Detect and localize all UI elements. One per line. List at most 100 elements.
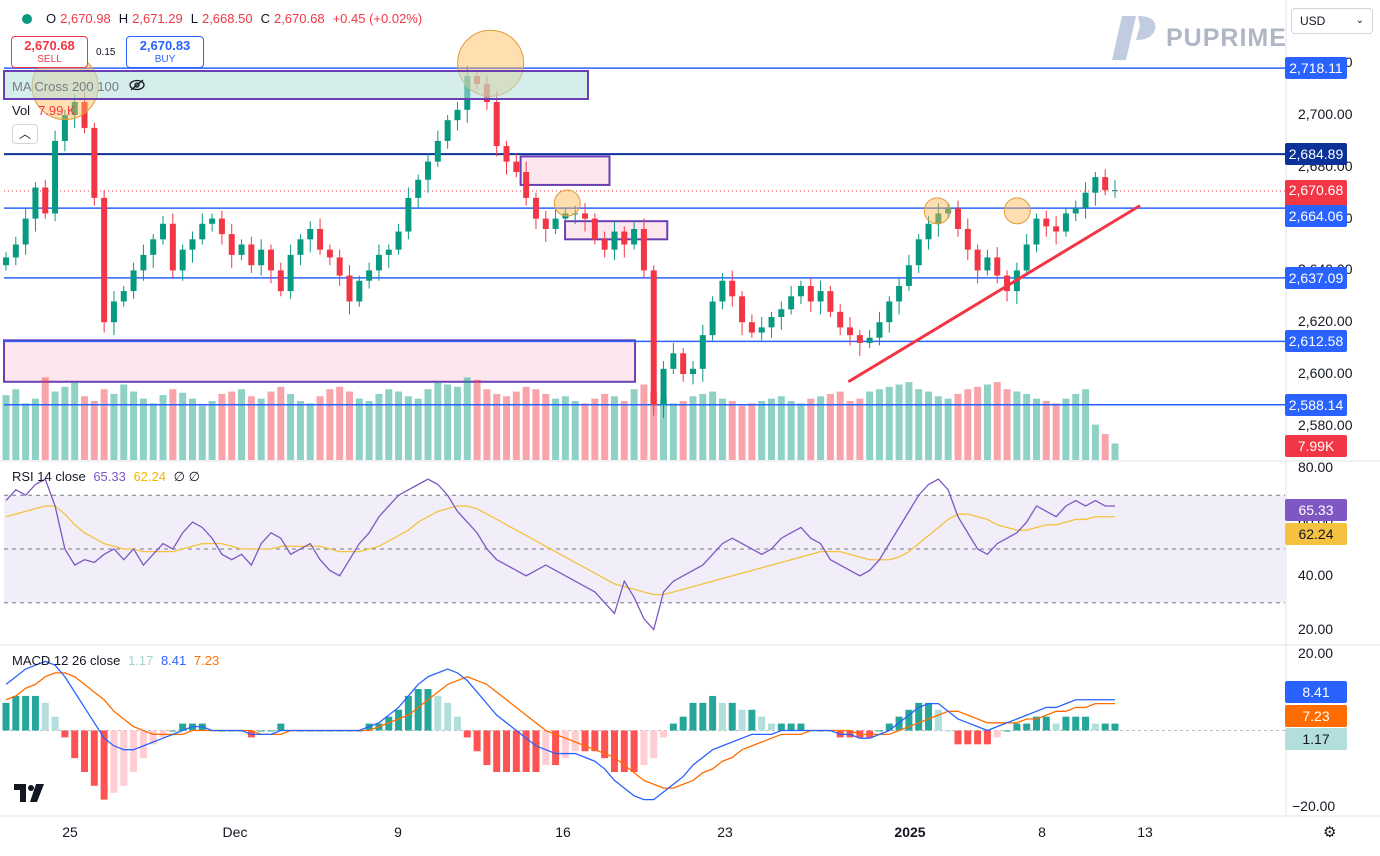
tradingview-logo-icon[interactable] <box>14 784 46 807</box>
macd-histogram-bar <box>885 723 893 731</box>
price-tag-value: 2,684.89 <box>1288 146 1344 163</box>
macd-histogram-bar <box>110 730 118 793</box>
macd-hist-value: 1.17 <box>128 653 154 668</box>
volume-bar <box>768 398 776 460</box>
volume-bar <box>100 389 108 460</box>
chevron-down-icon: ⌄ <box>1355 15 1364 26</box>
candle <box>1102 177 1109 191</box>
price-tag-value: 2,718.11 <box>1289 60 1343 77</box>
currency-select[interactable]: USD ⌄ <box>1291 8 1373 34</box>
candle <box>317 228 324 250</box>
volume-bar <box>1013 391 1021 460</box>
volume-bar <box>188 398 196 460</box>
volume-bar <box>81 396 89 460</box>
volume-bar <box>110 393 118 460</box>
date-axis-tick: 13 <box>1137 824 1153 840</box>
candle <box>925 223 932 240</box>
spread-value: 0.15 <box>96 47 116 58</box>
volume-bar <box>444 384 452 460</box>
macd-histogram-bar <box>718 702 726 731</box>
macd-histogram-bar <box>493 730 501 772</box>
eye-hidden-icon[interactable] <box>129 79 145 94</box>
macd-histogram-bar <box>1091 723 1099 731</box>
price-tag-value: 2,670.68 <box>1288 181 1344 198</box>
price-tag-value: 2,612.58 <box>1288 333 1344 350</box>
price-axis-tick: 2,620.00 <box>1298 313 1353 330</box>
highlight-marker <box>553 189 581 217</box>
brand-logo: PUPRIME <box>1110 12 1287 64</box>
rsi-value: 65.33 <box>93 469 126 484</box>
volume-bar <box>561 396 569 460</box>
price-tag: 2,684.89 <box>1285 143 1347 166</box>
candle <box>739 296 746 323</box>
candle <box>326 249 333 258</box>
candle <box>12 244 19 258</box>
volume-bar <box>90 401 98 460</box>
rsi-ma-line <box>5 505 1115 596</box>
macd-histogram-bar <box>22 695 30 731</box>
volume-bar <box>2 395 10 460</box>
ma-cross-legend[interactable]: MA Cross 200 100 <box>12 79 145 94</box>
macd-histogram-bar <box>12 695 20 731</box>
volume-bar <box>71 382 79 460</box>
volume-bar <box>365 401 373 460</box>
buy-button[interactable]: 2,670.83 BUY <box>126 36 204 68</box>
macd-histogram-bar <box>1023 723 1031 731</box>
date-axis-tick: 9 <box>394 824 402 840</box>
candle <box>631 228 638 245</box>
volume-bar <box>41 377 49 460</box>
macd-histogram-bar <box>41 702 49 731</box>
sell-button[interactable]: 2,670.68 SELL <box>11 36 88 68</box>
candle <box>199 223 206 240</box>
date-axis-tick: Dec <box>222 824 248 840</box>
macd-value-tag: 8.41 <box>1285 681 1347 703</box>
vol-value: 7.99 K <box>38 103 76 118</box>
candle <box>670 353 677 369</box>
volume-bar <box>1042 401 1050 460</box>
candle <box>434 140 441 162</box>
axis-settings-gear-icon[interactable]: ⚙ <box>1323 824 1337 841</box>
candle <box>32 187 39 219</box>
volume-bar <box>434 382 442 460</box>
rsi-ma-value: 62.24 <box>133 469 167 484</box>
price-tag-value: 2,664.06 <box>1288 208 1344 225</box>
candle <box>1004 275 1011 292</box>
candle <box>297 239 304 255</box>
price-tag-value: 2,637.09 <box>1288 269 1344 286</box>
volume-bar <box>22 403 30 460</box>
brand-name: PUPRIME <box>1166 23 1287 52</box>
candle <box>356 280 363 302</box>
volume-bar <box>12 389 20 460</box>
volume-bar <box>787 401 795 460</box>
price-tag: 2,588.14 <box>1285 393 1347 416</box>
macd-histogram-bar <box>552 730 560 766</box>
macd-histogram-bar <box>71 730 79 759</box>
macd-histogram-bar <box>934 709 942 731</box>
candle <box>52 140 59 214</box>
macd-signal-line <box>5 672 1115 789</box>
collapse-legend-button[interactable]: ︿ <box>12 124 38 144</box>
volume-bar <box>1062 398 1070 460</box>
candle <box>169 223 176 271</box>
candle <box>42 187 49 214</box>
volume-bar <box>669 403 677 460</box>
macd-histogram-bar <box>483 730 491 766</box>
volume-bar <box>503 396 511 460</box>
rsi-value-tag: 62.24 <box>1285 523 1347 545</box>
volume-bar <box>817 396 825 460</box>
volume-bar <box>277 386 285 460</box>
candle <box>797 285 804 297</box>
candle <box>238 244 245 255</box>
candle <box>719 280 726 302</box>
price-axis-tick: 2,600.00 <box>1298 365 1353 381</box>
volume-bar <box>650 391 658 460</box>
volume-bar <box>866 391 874 460</box>
volume-bar <box>532 389 540 460</box>
candle <box>788 296 795 310</box>
volume-bar <box>983 384 991 460</box>
price-tag-value: 7.99K <box>1297 438 1335 454</box>
price-axis-tick: 2,580.00 <box>1298 416 1353 433</box>
macd-histogram-bar <box>130 730 138 772</box>
volume-bar <box>424 389 432 460</box>
